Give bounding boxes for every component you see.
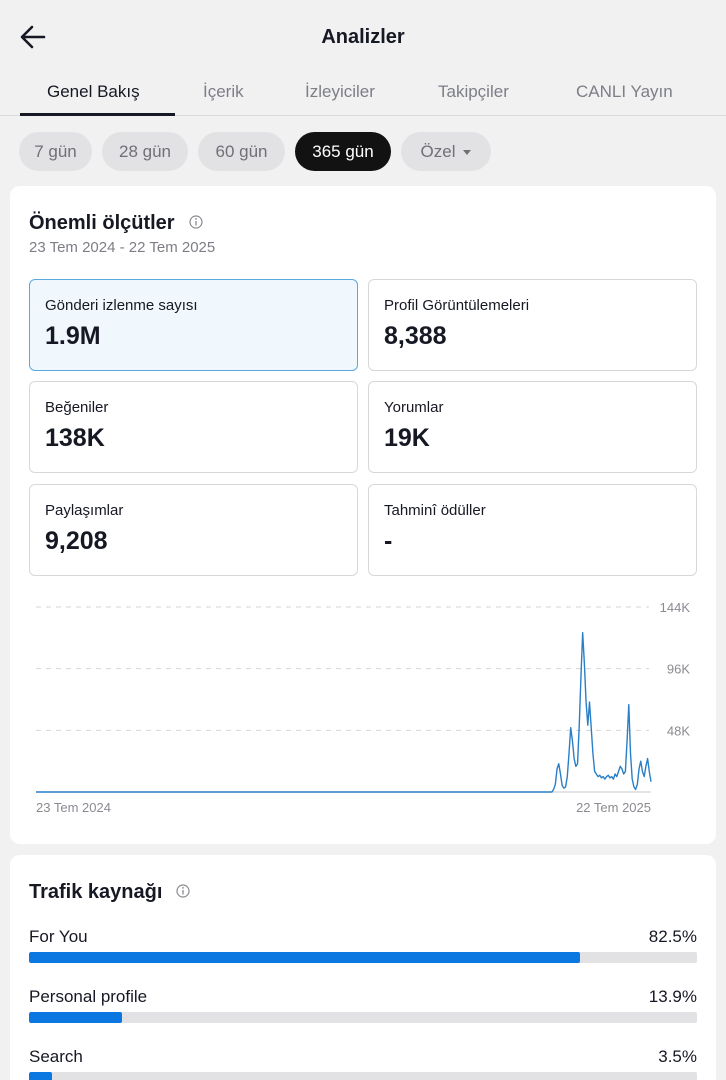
y-tick-label: 96K [667,662,690,677]
traffic-value: 3.5% [658,1047,697,1066]
traffic-row-for-you: For You 82.5% [29,927,697,977]
views-line-chart: 48K 96K 144K 23 Tem 2024 22 Tem 2025 [36,600,691,815]
metric-value: 138K [45,424,105,452]
tab-content[interactable]: İçerik [203,82,244,101]
metric-value: - [384,527,393,555]
page-title: Analizler [321,26,405,48]
metric-label: Beğeniler [45,399,109,416]
range-chip-7-days[interactable]: 7 gün [19,132,92,171]
traffic-label: Search [29,1047,83,1066]
key-metrics-title: Önemli ölçütler [29,212,175,234]
metric-label: Gönderi izlenme sayısı [45,297,198,314]
tab-live[interactable]: CANLI Yayın [576,82,673,101]
metric-value: 9,208 [45,527,108,555]
range-chip-label: 7 gün [34,142,77,161]
y-tick-label: 144K [660,600,691,615]
traffic-label: For You [29,927,88,946]
metric-label: Profil Görüntülemeleri [384,297,530,314]
metric-comments[interactable]: Yorumlar 19K [368,381,697,473]
traffic-row-personal-profile: Personal profile 13.9% [29,987,697,1037]
metric-label: Paylaşımlar [45,502,124,519]
info-icon[interactable] [189,215,203,229]
traffic-row-search: Search 3.5% [29,1047,697,1080]
traffic-bar-fill [29,952,581,963]
metric-label: Tahminî ödüller [384,502,486,519]
traffic-source-card: Trafik kaynağı For You 82.5% Personal pr… [10,855,716,1080]
traffic-value: 13.9% [648,987,697,1006]
traffic-bar-track [29,1012,697,1023]
metric-estimated-rewards[interactable]: Tahminî ödüller - [368,484,697,576]
traffic-value: 82.5% [648,927,697,946]
metric-label: Yorumlar [384,399,444,416]
tab-followers[interactable]: Takipçiler [438,82,509,101]
range-chip-28-days[interactable]: 28 gün [102,132,188,171]
views-series-line [36,631,652,793]
back-button[interactable] [16,20,52,54]
traffic-bar-track [29,952,697,963]
metric-profile-views[interactable]: Profil Görüntülemeleri 8,388 [368,279,697,371]
metric-likes[interactable]: Beğeniler 138K [29,381,358,473]
range-chip-custom[interactable]: Özel [401,132,491,171]
date-range: 23 Tem 2024 - 22 Tem 2025 [29,239,216,256]
info-icon[interactable] [176,884,190,898]
range-chip-60-days[interactable]: 60 gün [198,132,285,171]
range-chip-label: 28 gün [119,142,171,161]
traffic-bar-track [29,1072,697,1080]
tab-overview[interactable]: Genel Bakış [47,82,140,101]
arrow-left-icon [20,25,46,49]
tab-bar: Genel Bakış İçerik İzleyiciler Takipçile… [0,70,726,116]
range-chip-label: Özel [420,142,456,161]
traffic-bar-fill [29,1072,53,1080]
metric-post-views[interactable]: Gönderi izlenme sayısı 1.9M [29,279,358,371]
metric-value: 1.9M [45,322,101,350]
x-tick-label: 23 Tem 2024 [36,800,111,815]
metric-value: 19K [384,424,430,452]
y-tick-label: 48K [667,723,690,738]
range-chip-365-days[interactable]: 365 gün [295,132,391,171]
range-chip-label: 60 gün [215,142,268,161]
traffic-bar-fill [29,1012,122,1023]
top-bar: Analizler Genel Bakış İçerik İzleyiciler… [0,0,726,118]
x-tick-label: 22 Tem 2025 [576,800,651,815]
metric-value: 8,388 [384,322,447,350]
traffic-label: Personal profile [29,987,148,1006]
metric-shares[interactable]: Paylaşımlar 9,208 [29,484,358,576]
traffic-source-title: Trafik kaynağı [29,881,163,903]
key-metrics-card: Önemli ölçütler 23 Tem 2024 - 22 Tem 202… [10,186,716,844]
dropdown-caret-icon [463,150,472,156]
tab-viewers[interactable]: İzleyiciler [305,82,375,101]
active-tab-indicator [20,113,175,116]
range-chip-label: 365 gün [312,142,374,161]
